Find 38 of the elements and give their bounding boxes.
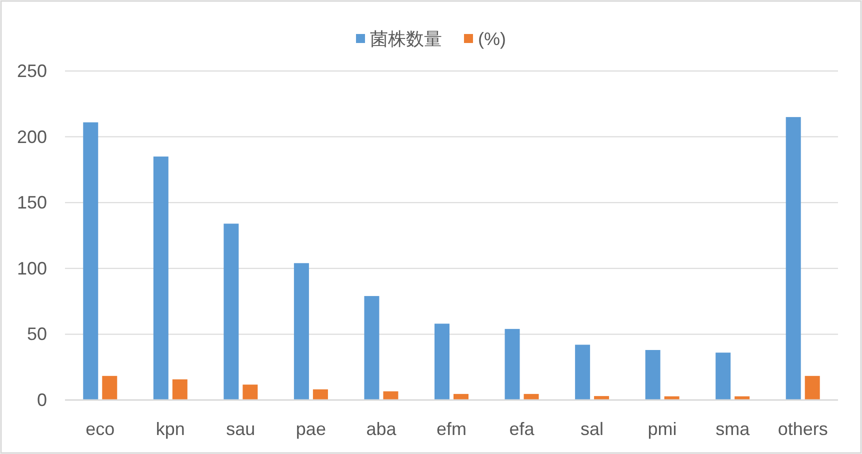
x-tick-label: sma xyxy=(716,419,751,439)
y-tick-label: 50 xyxy=(26,324,47,344)
bar xyxy=(102,376,118,400)
legend-label: 菌株数量 xyxy=(370,29,442,49)
x-tick-label: eco xyxy=(86,419,115,439)
x-tick-label: efa xyxy=(509,419,536,439)
bar xyxy=(242,384,258,400)
bar xyxy=(454,394,468,400)
bar xyxy=(524,394,539,400)
x-tick-label: sau xyxy=(226,419,256,439)
bar xyxy=(294,263,309,400)
bar xyxy=(153,156,168,400)
bar xyxy=(312,389,328,400)
bar xyxy=(383,391,398,400)
legend-label: (%) xyxy=(478,29,506,49)
x-tick-label: kpn xyxy=(156,419,185,439)
bar xyxy=(575,344,590,400)
y-tick-label: 100 xyxy=(16,258,47,278)
bar xyxy=(645,350,660,400)
y-tick-label: 0 xyxy=(36,390,47,410)
x-tick-label: pmi xyxy=(648,419,677,439)
y-tick-label: 150 xyxy=(16,192,47,213)
bar xyxy=(716,352,731,400)
x-tick-label: others xyxy=(778,419,828,439)
x-tick-label: pae xyxy=(296,419,326,439)
bar xyxy=(364,296,380,400)
x-tick-label: aba xyxy=(366,419,398,439)
bar xyxy=(224,224,239,400)
y-tick-label: 200 xyxy=(16,126,47,147)
bar xyxy=(83,122,98,400)
y-tick-label: 250 xyxy=(16,61,47,81)
x-tick-label: efm xyxy=(436,419,467,439)
bar xyxy=(434,324,450,400)
bar xyxy=(504,328,520,400)
bar xyxy=(786,117,801,400)
x-tick-label: sal xyxy=(580,419,604,439)
bar xyxy=(172,379,188,400)
bar xyxy=(804,376,820,400)
